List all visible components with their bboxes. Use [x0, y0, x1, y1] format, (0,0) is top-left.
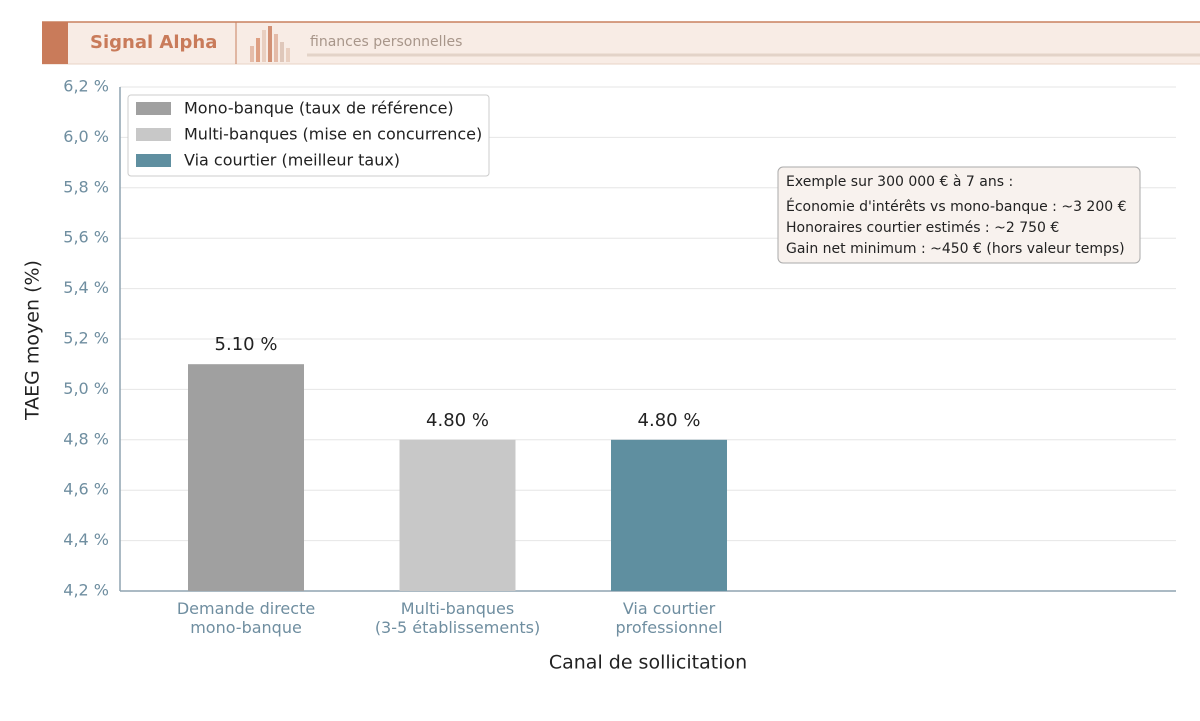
- x-tick-label: Multi-banques (3-5 établissements): [375, 599, 540, 637]
- tagline: finances personnelles: [310, 34, 462, 50]
- y-tick-label: 5,6 %: [63, 228, 109, 247]
- value-label: 4.80 %: [426, 410, 489, 431]
- legend-label: Mono-banque (taux de référence): [184, 99, 454, 118]
- x-tick-label-line: mono-banque: [190, 618, 302, 637]
- annotation: Exemple sur 300 000 € à 7 ans : Économie …: [777, 166, 1141, 264]
- legend-label: Via courtier (meilleur taux): [184, 151, 400, 170]
- y-tick-label: 4,8 %: [63, 429, 109, 448]
- bar: [399, 439, 516, 591]
- x-tick-label-line: Demande directe: [177, 599, 315, 618]
- logo-icon: [250, 26, 290, 62]
- brand: Signal Alpha: [90, 32, 217, 53]
- x-tick-label-line: (3-5 établissements): [375, 618, 540, 637]
- value-label: 4.80 %: [638, 410, 701, 431]
- x-tick-label: Demande directe mono-banque: [177, 599, 315, 637]
- x-tick-label: Via courtier professionnel: [615, 599, 722, 637]
- y-tick-label: 5,0 %: [63, 379, 109, 398]
- annotation-line: Gain net minimum : ~450 € (hors valeur t…: [786, 241, 1125, 257]
- y-tick-label: 4,4 %: [63, 530, 109, 549]
- brand-block: [42, 22, 68, 64]
- header-band: [42, 22, 1200, 64]
- y-tick-label: 6,0 %: [63, 127, 109, 146]
- annotation-line: Exemple sur 300 000 € à 7 ans :: [786, 174, 1013, 190]
- y-tick-label: 5,4 %: [63, 278, 109, 297]
- annotation-box: [777, 166, 1141, 264]
- y-axis-title: TAEG moyen (%): [22, 260, 44, 421]
- y-tick-label: 4,6 %: [63, 480, 109, 499]
- x-tick-label-line: Via courtier: [623, 599, 716, 618]
- legend-swatch: [136, 102, 171, 115]
- legend-label: Multi-banques (mise en concurrence): [184, 125, 482, 144]
- y-tick-label: 6,2 %: [63, 77, 109, 96]
- y-tick-label: 5,2 %: [63, 329, 109, 348]
- y-tick-label: 4,2 %: [63, 581, 109, 600]
- bar: [188, 364, 304, 591]
- value-label: 5.10 %: [215, 334, 278, 355]
- y-tick-label: 5,8 %: [63, 177, 109, 196]
- x-axis-title: Canal de sollicitation: [549, 652, 747, 674]
- bar: [611, 439, 727, 591]
- legend-swatch: [136, 128, 171, 141]
- x-tick-label-line: Multi-banques: [401, 599, 514, 618]
- annotation-line: Honoraires courtier estimés : ~2 750 €: [786, 220, 1059, 236]
- legend-box: [127, 94, 490, 177]
- legend-swatch: [136, 154, 171, 167]
- x-tick-label-line: professionnel: [615, 618, 722, 637]
- legend: Mono-banque (taux de référence) Multi-ban…: [127, 94, 490, 177]
- header: Signal Alpha finances personnelles: [42, 21, 1200, 65]
- annotation-line: Économie d'intérêts vs mono-banque : ~3 …: [786, 198, 1127, 215]
